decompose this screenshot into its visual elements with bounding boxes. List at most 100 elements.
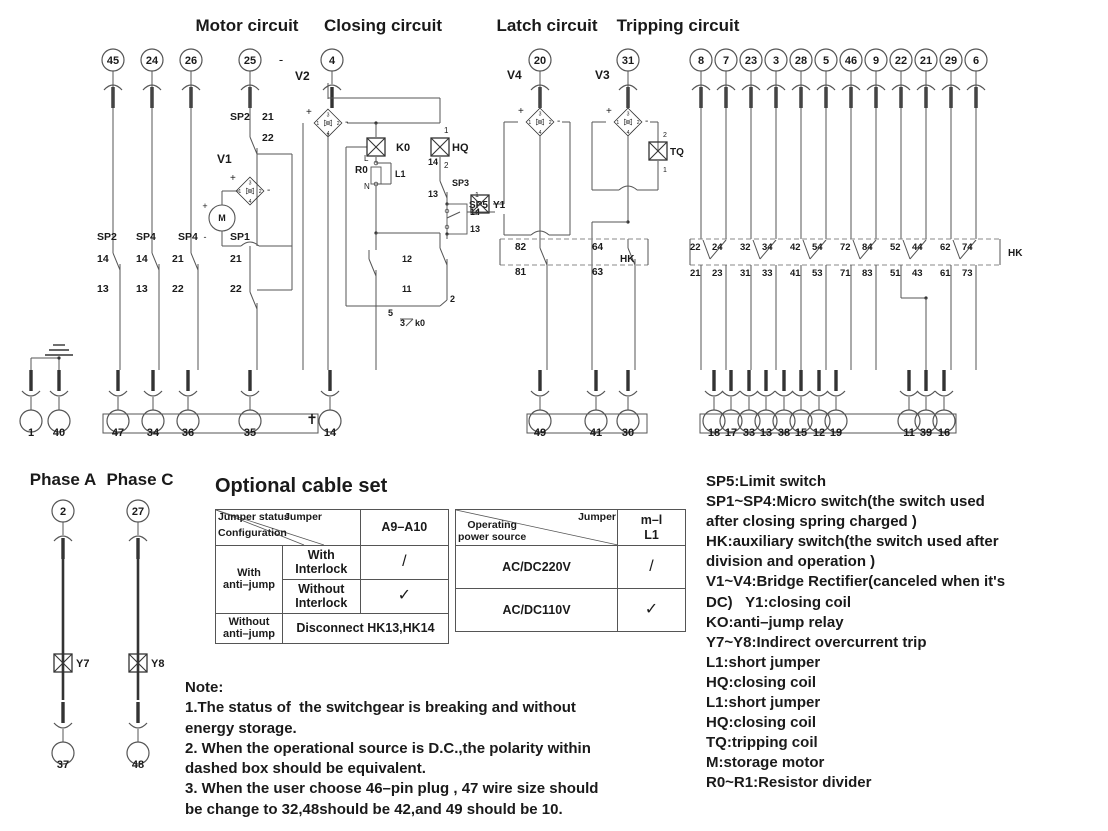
svg-text:22: 22 — [690, 242, 701, 253]
svg-text:51: 51 — [890, 268, 901, 279]
svg-text:21: 21 — [172, 253, 184, 265]
svg-text:5: 5 — [823, 55, 829, 67]
svg-text:72: 72 — [840, 242, 851, 253]
svg-text:49: 49 — [534, 427, 546, 439]
svg-text:N: N — [364, 182, 370, 191]
svg-text:1: 1 — [663, 167, 667, 174]
svg-text:31: 31 — [740, 268, 751, 279]
svg-text:53: 53 — [812, 268, 823, 279]
svg-text:+: + — [306, 107, 312, 118]
svg-text:38: 38 — [778, 427, 790, 439]
svg-text:13: 13 — [428, 189, 438, 199]
svg-text:9: 9 — [873, 55, 879, 67]
svg-text:74: 74 — [962, 242, 973, 253]
svg-text:22: 22 — [895, 55, 907, 67]
svg-text:47: 47 — [112, 427, 124, 439]
svg-text:32: 32 — [740, 242, 751, 253]
svg-text:11: 11 — [402, 284, 412, 294]
svg-text:Y7: Y7 — [76, 658, 89, 670]
svg-text:20: 20 — [534, 55, 546, 67]
svg-text:40: 40 — [53, 427, 65, 439]
svg-text:52: 52 — [890, 242, 901, 253]
svg-text:29: 29 — [945, 55, 957, 67]
svg-text:13: 13 — [470, 224, 480, 234]
svg-text:15: 15 — [795, 427, 807, 439]
svg-text:34: 34 — [147, 427, 160, 439]
svg-text:Phase C: Phase C — [106, 470, 173, 489]
svg-text:M: M — [218, 213, 226, 223]
svg-text:-: - — [204, 232, 207, 242]
svg-text:V3: V3 — [595, 68, 610, 82]
svg-text:5: 5 — [388, 308, 393, 318]
svg-text:19: 19 — [830, 427, 842, 439]
svg-text:SP4: SP4 — [178, 231, 198, 243]
svg-text:23: 23 — [712, 268, 723, 279]
svg-text:-: - — [645, 116, 648, 127]
svg-text:L1: L1 — [395, 169, 406, 179]
svg-text:48: 48 — [132, 759, 144, 771]
svg-text:14: 14 — [97, 253, 109, 265]
svg-text:K0: K0 — [396, 142, 410, 154]
svg-text:27: 27 — [132, 506, 144, 518]
svg-text:18: 18 — [708, 427, 720, 439]
svg-text:39: 39 — [920, 427, 932, 439]
svg-text:31: 31 — [622, 55, 634, 67]
svg-text:SP2: SP2 — [230, 111, 250, 123]
svg-text:21: 21 — [262, 111, 274, 123]
svg-text:54: 54 — [812, 242, 823, 253]
svg-text:22: 22 — [172, 283, 184, 295]
svg-text:41: 41 — [790, 268, 801, 279]
svg-text:SP4: SP4 — [136, 231, 156, 243]
svg-text:11: 11 — [903, 427, 915, 439]
svg-text:71: 71 — [840, 268, 851, 279]
svg-text:41: 41 — [590, 427, 602, 439]
svg-text:V4: V4 — [507, 68, 522, 82]
svg-text:23: 23 — [745, 55, 757, 67]
svg-text:81: 81 — [515, 267, 527, 278]
svg-text:16: 16 — [938, 427, 950, 439]
svg-text:46: 46 — [845, 55, 857, 67]
svg-text:14: 14 — [324, 427, 337, 439]
svg-text:84: 84 — [862, 242, 873, 253]
svg-text:-: - — [557, 116, 560, 127]
svg-text:61: 61 — [940, 268, 951, 279]
svg-text:4: 4 — [329, 55, 336, 67]
svg-text:26: 26 — [185, 55, 197, 67]
svg-text:Closing circuit: Closing circuit — [324, 16, 442, 35]
svg-text:33: 33 — [762, 268, 773, 279]
svg-text:45: 45 — [107, 55, 119, 67]
svg-text:44: 44 — [912, 242, 923, 253]
svg-text:SP1: SP1 — [230, 231, 250, 243]
svg-text:64: 64 — [592, 242, 604, 253]
svg-text:L: L — [364, 154, 369, 163]
svg-text:12: 12 — [402, 254, 412, 264]
svg-text:SP2: SP2 — [97, 231, 117, 243]
svg-text:13: 13 — [136, 283, 148, 295]
svg-text:2: 2 — [663, 132, 667, 139]
svg-text:28: 28 — [795, 55, 807, 67]
svg-text:3: 3 — [773, 55, 779, 67]
svg-text:83: 83 — [862, 268, 873, 279]
svg-text:V1: V1 — [217, 152, 232, 166]
svg-text:2: 2 — [444, 161, 449, 170]
svg-text:35: 35 — [244, 427, 256, 439]
svg-text:V2: V2 — [295, 69, 310, 83]
svg-text:1: 1 — [28, 427, 34, 439]
svg-text:21: 21 — [920, 55, 932, 67]
svg-text:14: 14 — [136, 253, 148, 265]
svg-text:37: 37 — [57, 759, 69, 771]
svg-text:Phase A: Phase A — [30, 470, 96, 489]
svg-text:2: 2 — [450, 294, 455, 304]
svg-text:36: 36 — [182, 427, 194, 439]
svg-text:Tripping circuit: Tripping circuit — [617, 16, 740, 35]
svg-text:12: 12 — [813, 427, 825, 439]
svg-text:+: + — [606, 106, 612, 117]
svg-text:73: 73 — [962, 268, 973, 279]
svg-text:6: 6 — [973, 55, 979, 67]
svg-text:17: 17 — [725, 427, 737, 439]
svg-text:-: - — [279, 52, 283, 67]
svg-text:13: 13 — [97, 283, 109, 295]
svg-text:42: 42 — [790, 242, 801, 253]
svg-text:82: 82 — [515, 242, 527, 253]
svg-text:22: 22 — [262, 132, 274, 144]
